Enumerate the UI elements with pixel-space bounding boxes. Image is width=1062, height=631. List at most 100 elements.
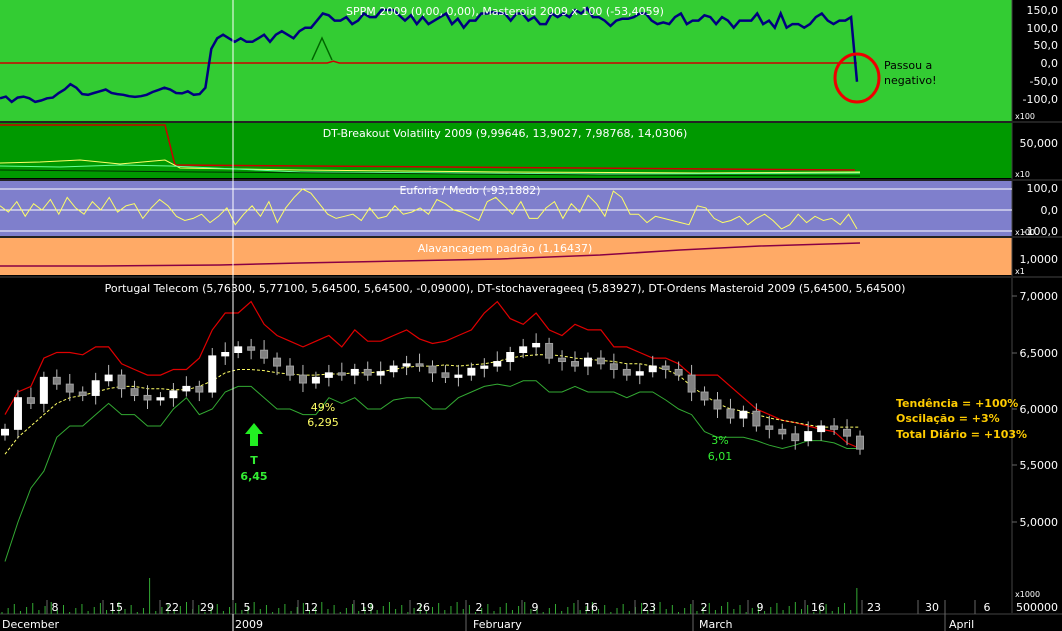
price-tick-marks <box>1012 295 1017 523</box>
sppm-axis: 150,0 100,0 50,0 0,0 -50,0 -100,0 <box>1023 4 1058 106</box>
candle-body <box>467 367 476 376</box>
price-tick: 7,0000 <box>1020 290 1059 303</box>
candle-body <box>415 363 424 367</box>
candle-body <box>221 352 230 357</box>
candle-body <box>91 380 100 396</box>
euforia-line <box>0 188 858 230</box>
candle-body <box>350 368 359 376</box>
candle-body <box>596 357 605 365</box>
euforia-panel-bg <box>0 181 1012 236</box>
day-label: 2 <box>476 601 483 614</box>
candle-body <box>571 361 579 367</box>
buy-arrow-icon <box>245 423 263 446</box>
right-axis-bg <box>1012 0 1062 631</box>
stats-box: Tendência = +100% Oscilação = +3% Total … <box>896 397 1027 441</box>
candle-body <box>273 357 282 367</box>
stat-total: Total Diário = +103% <box>896 428 1027 441</box>
upper-band-line <box>4 300 861 450</box>
candle-body <box>182 385 191 392</box>
candle-body <box>454 374 463 378</box>
day-label: 30 <box>925 601 939 614</box>
breakout-lines <box>0 124 861 177</box>
sppm-line <box>0 60 857 64</box>
day-label: 15 <box>109 601 123 614</box>
day-label: 16 <box>584 601 598 614</box>
day-label: 23 <box>642 601 656 614</box>
candle-body <box>260 349 269 359</box>
euforia-tick: -100,0 <box>1023 225 1058 238</box>
candle-body <box>104 374 113 382</box>
euforia-multiplier: x100 <box>1015 228 1035 237</box>
candle-body <box>609 363 618 370</box>
candle-body <box>52 376 61 385</box>
breakout-green-line <box>0 164 861 175</box>
candle-body <box>726 408 735 419</box>
day-label: 26 <box>416 601 430 614</box>
alavancagem-multiplier: x1 <box>1015 267 1025 276</box>
price-tick: 6,0000 <box>1020 403 1059 416</box>
candle-body <box>78 391 87 396</box>
candle-body <box>674 368 683 376</box>
euforia-tick: 0,0 <box>1041 204 1059 217</box>
candle-body <box>532 342 541 348</box>
candle-body <box>117 374 126 390</box>
candle-body <box>156 397 165 401</box>
alavancagem-title: Alavancagem padrão (1,16437) <box>418 242 593 255</box>
candle-body <box>791 433 800 442</box>
sppm-tick: -100,0 <box>1023 93 1058 106</box>
candle-body <box>661 365 670 370</box>
candle-body <box>26 397 35 404</box>
volume-multiplier: x1000 <box>1015 590 1040 599</box>
annotation-line-1: Passou a <box>884 59 932 72</box>
price-tick: 5,0000 <box>1020 516 1059 529</box>
annotation-line-2: negativo! <box>884 74 936 87</box>
month-label: December <box>2 618 60 631</box>
candle-body <box>700 391 709 401</box>
day-label: 22 <box>165 601 179 614</box>
candle-body <box>376 371 385 376</box>
candle-body <box>298 374 307 384</box>
candle-body <box>337 372 346 376</box>
price-title: Portugal Telecom (5,76300, 5,77100, 5,64… <box>105 282 906 295</box>
candle-body <box>519 346 528 354</box>
candle-body <box>1 428 9 436</box>
candle-body <box>130 388 139 396</box>
signal-letter: T <box>250 454 258 467</box>
price-panel-bg <box>0 278 1012 614</box>
candle-body <box>558 357 567 363</box>
candle-body <box>13 397 22 430</box>
candle-body <box>493 361 502 367</box>
candle-body <box>234 346 243 354</box>
alavancagem-line <box>0 242 861 267</box>
candle-body <box>635 371 644 376</box>
highlight-circle <box>833 52 881 104</box>
breakout-red-line <box>0 124 856 171</box>
day-label: 6 <box>984 601 991 614</box>
euforia-title: Euforia / Medo (-93,1882) <box>399 184 540 197</box>
candle-body <box>286 365 294 376</box>
candle-body <box>622 368 631 376</box>
candle-body <box>830 425 839 430</box>
x-axis: 8 15 22 29 5 12 19 26 2 9 16 23 2 9 16 2… <box>2 601 991 631</box>
price-axis: 7,0000 6,5000 6,0000 5,5000 5,0000 <box>1020 290 1059 529</box>
sppm-tick: 0,0 <box>1041 57 1059 70</box>
euforia-tick: 100,0 <box>1027 182 1059 195</box>
candle-body <box>687 374 696 393</box>
sppm-tick: -50,0 <box>1030 75 1058 88</box>
candle-body <box>765 425 774 430</box>
breakout-title: DT-Breakout Volatility 2009 (9,99646, 13… <box>323 127 688 140</box>
sppm-tick: 50,0 <box>1034 39 1059 52</box>
day-label: 12 <box>304 601 318 614</box>
day-label: 9 <box>757 601 764 614</box>
stat-tendencia: Tendência = +100% <box>896 397 1018 410</box>
candle-body <box>195 385 204 393</box>
month-label: April <box>949 618 974 631</box>
candle-body <box>545 342 554 359</box>
candle-body <box>143 394 152 401</box>
breakout-multiplier: x10 <box>1015 170 1030 179</box>
breakout-panel-bg <box>0 123 1012 178</box>
day-label: 5 <box>244 601 251 614</box>
candle-body <box>363 368 372 376</box>
candle-body <box>247 346 256 351</box>
